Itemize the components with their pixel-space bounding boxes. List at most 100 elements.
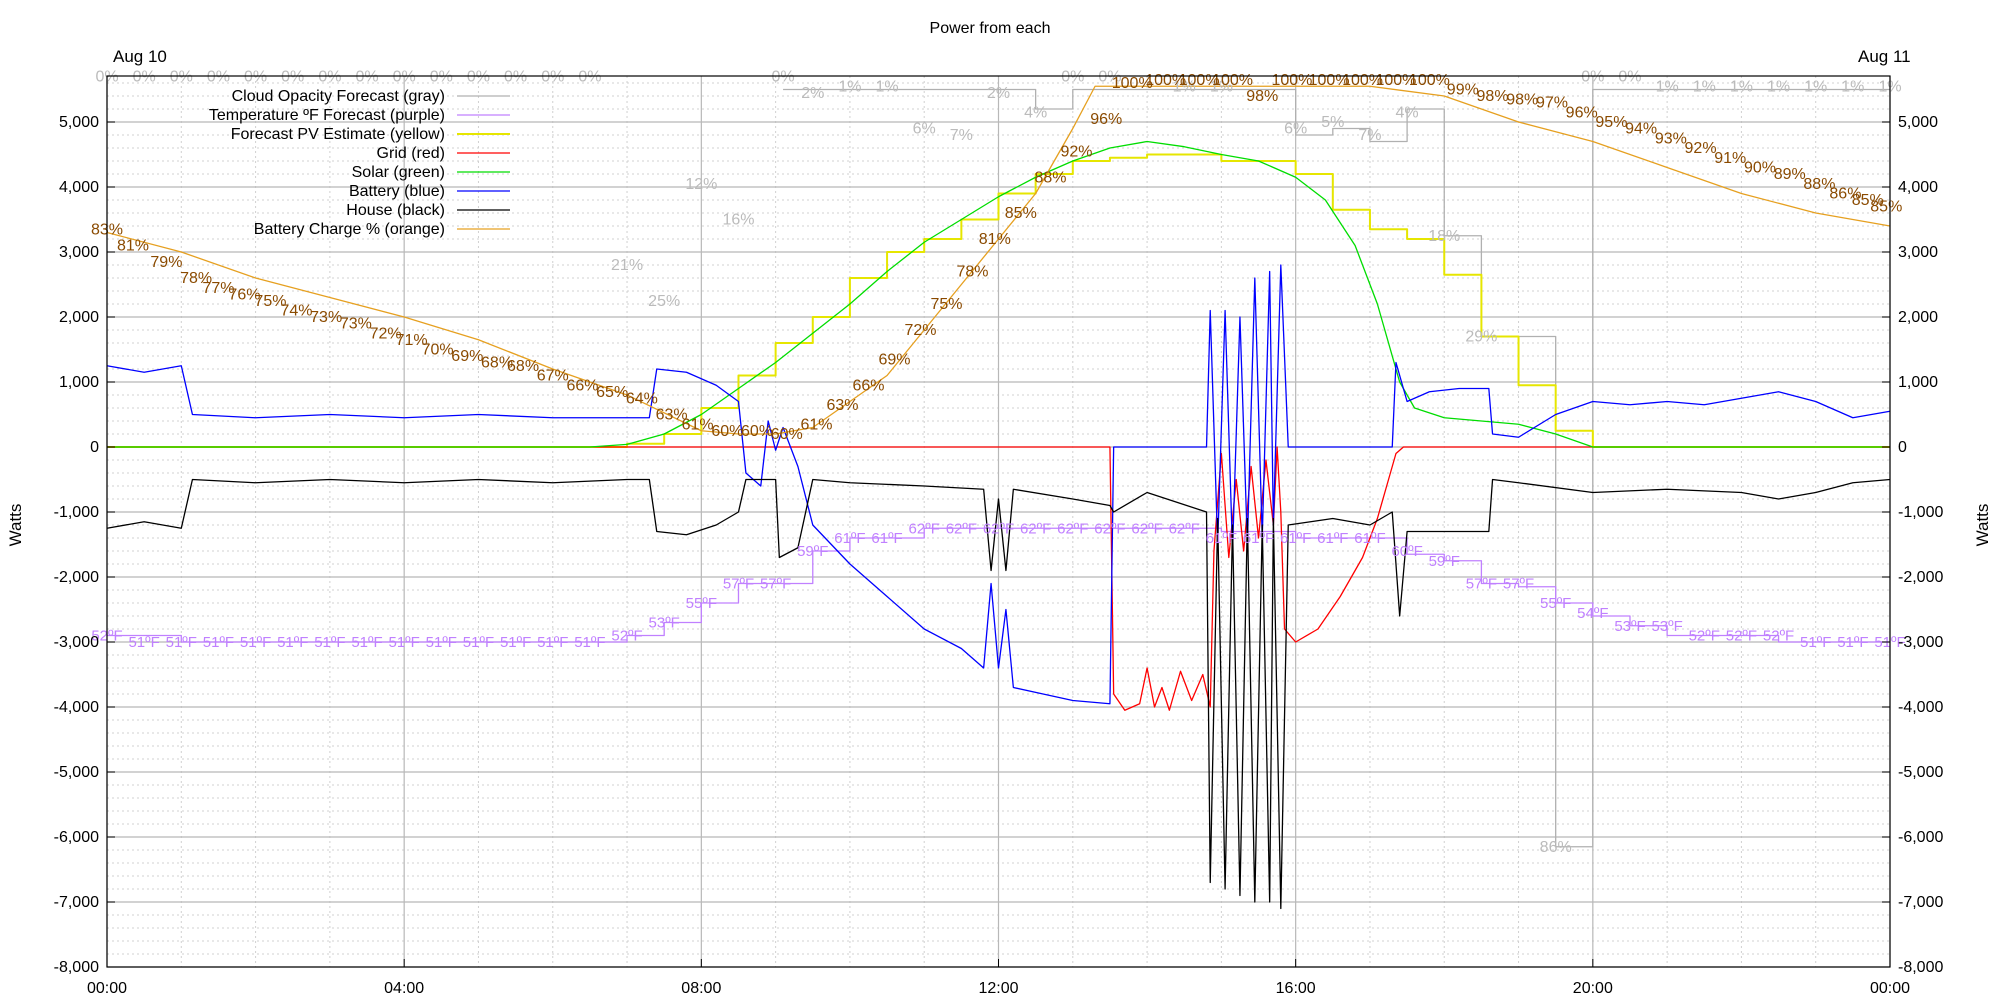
temperature-label: 62ºF (1020, 520, 1051, 537)
battery-pct-label: 81% (117, 238, 149, 255)
legend-label-battery-charge-orange: Battery Charge % (orange) (254, 221, 445, 238)
y-tick-label-left: -8,000 (54, 959, 99, 976)
y-tick-label-left: 5,000 (59, 114, 99, 131)
cloud-opacity-label: 0% (133, 69, 156, 86)
cloud-opacity-label: 86% (1540, 839, 1572, 856)
battery-pct-label: 72% (904, 322, 936, 339)
temperature-label: 51ºF (314, 634, 345, 651)
battery-pct-label: 69% (451, 348, 483, 365)
temperature-label: 51ºF (463, 634, 494, 651)
battery-pct-label: 81% (979, 231, 1011, 248)
battery-pct-label: 92% (1060, 143, 1092, 160)
battery-pct-label: 90% (1744, 160, 1776, 177)
battery-pct-label: 100% (1409, 72, 1450, 89)
battery-pct-label: 76% (228, 286, 260, 303)
cloud-opacity-label: 2% (801, 85, 824, 102)
cloud-opacity-label: 1% (1210, 78, 1233, 95)
cloud-opacity-label: 12% (685, 176, 717, 193)
temperature-label: 51ºF (203, 634, 234, 651)
battery-pct-label: 71% (396, 332, 428, 349)
battery-pct-label: 78% (956, 264, 988, 281)
cloud-opacity-label: 0% (467, 69, 490, 86)
temperature-label: 61ºF (1280, 530, 1311, 547)
y-tick-label-right: -2,000 (1898, 569, 1943, 586)
cloud-opacity-label: 2% (987, 85, 1010, 102)
y-axis-label-right: Watts (1973, 504, 1992, 547)
y-tick-label-right: -3,000 (1898, 634, 1943, 651)
cloud-opacity-label: 0% (430, 69, 453, 86)
x-tick-label: 00:00 (1870, 980, 1910, 997)
cloud-opacity-label: 4% (1396, 104, 1419, 121)
y-tick-label-right: 0 (1898, 439, 1907, 456)
temperature-label: 51ºF (277, 634, 308, 651)
y-tick-label-right: -7,000 (1898, 894, 1943, 911)
cloud-opacity-label: 0% (504, 69, 527, 86)
temperature-label: 62ºF (1131, 520, 1162, 537)
x-tick-label: 08:00 (681, 980, 721, 997)
temperature-label: 51ºF (166, 634, 197, 651)
series-line-grid-red (107, 446, 1890, 711)
cloud-opacity-label: 7% (1358, 127, 1381, 144)
battery-pct-label: 85% (1852, 192, 1884, 209)
cloud-opacity-label: 0% (393, 69, 416, 86)
cloud-opacity-label: 1% (1173, 78, 1196, 95)
temperature-label: 62ºF (1094, 520, 1125, 537)
axes: 5,000 5,000 4,000 4,000 3,000 3,000 2,000 2,000… (54, 75, 1943, 997)
battery-pct-label: 85% (1005, 205, 1037, 222)
x-tick-label: 12:00 (978, 980, 1018, 997)
battery-pct-label: 67% (537, 368, 569, 385)
temperature-label: 51ºF (1800, 634, 1831, 651)
battery-pct-label: 60% (771, 426, 803, 443)
temperature-label: 51ºF (240, 634, 271, 651)
battery-pct-label: 96% (1090, 111, 1122, 128)
battery-pct-label: 63% (826, 397, 858, 414)
y-tick-label-right: 2,000 (1898, 309, 1938, 326)
temperature-label: 51ºF (351, 634, 382, 651)
battery-pct-label: 73% (340, 316, 372, 333)
y-tick-label-left: 0 (90, 439, 99, 456)
cloud-opacity-label: 18% (1428, 228, 1460, 245)
cloud-opacity-label: 0% (318, 69, 341, 86)
legend-label-forecast-pv-estimate-yellow: Forecast PV Estimate (yellow) (231, 126, 445, 143)
battery-pct-label: 89% (1774, 166, 1806, 183)
temperature-label: 52ºF (1689, 628, 1720, 645)
date-start-label: Aug 10 (113, 47, 167, 66)
battery-pct-label: 68% (481, 355, 513, 372)
battery-pct-label: 65% (596, 384, 628, 401)
temperature-label: 57ºF (1503, 576, 1534, 593)
battery-pct-label: 72% (370, 325, 402, 342)
battery-pct-label: 88% (1803, 176, 1835, 193)
cloud-opacity-label: 0% (355, 69, 378, 86)
y-tick-label-left: -5,000 (54, 764, 99, 781)
series-line-solar-green (107, 140, 1890, 448)
battery-pct-label: 88% (1034, 169, 1066, 186)
series-line-house-black (106, 478, 1891, 910)
temperature-label: 61ºF (1317, 530, 1348, 547)
battery-pct-label: 86% (1829, 186, 1861, 203)
y-tick-label-right: -8,000 (1898, 959, 1943, 976)
battery-pct-label: 99% (1447, 82, 1479, 99)
cloud-opacity-label: 1% (1730, 78, 1753, 95)
cloud-opacity-label: 1% (1767, 78, 1790, 95)
x-tick-label: 20:00 (1573, 980, 1613, 997)
cloud-opacity-label: 1% (876, 78, 899, 95)
temperature-label: 53ºF (1614, 618, 1645, 635)
battery-pct-label: 92% (1685, 140, 1717, 157)
y-tick-label-right: -4,000 (1898, 699, 1943, 716)
temperature-label: 51ºF (128, 634, 159, 651)
y-tick-label-left: -6,000 (54, 829, 99, 846)
temperature-label: 51ºF (389, 634, 420, 651)
temperature-label: 51ºF (537, 634, 568, 651)
temperature-label: 57ºF (1466, 576, 1497, 593)
battery-pct-label: 79% (150, 254, 182, 271)
date-end-label: Aug 11 (1858, 47, 1911, 66)
cloud-opacity-label: 0% (1098, 69, 1121, 86)
temperature-label: 62ºF (1057, 520, 1088, 537)
temperature-label: 57ºF (723, 576, 754, 593)
series-line-battery-blue (106, 264, 1891, 705)
y-tick-label-right: 1,000 (1898, 374, 1938, 391)
temperature-label: 62ºF (909, 520, 940, 537)
battery-pct-label: 60% (711, 423, 743, 440)
cloud-opacity-label: 1% (1841, 78, 1864, 95)
cloud-opacity-label: 6% (1284, 121, 1307, 138)
